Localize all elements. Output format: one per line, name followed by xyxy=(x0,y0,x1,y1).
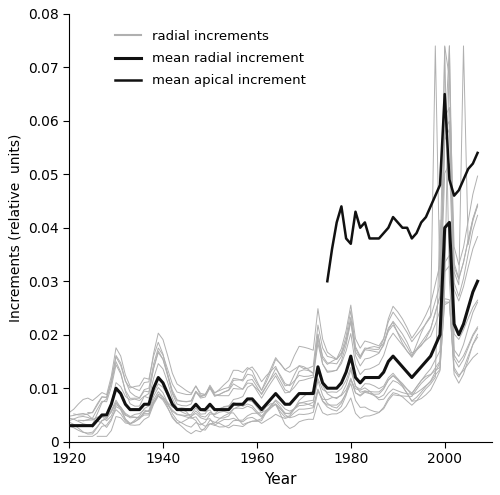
Y-axis label: Increments (relative  units): Increments (relative units) xyxy=(8,134,22,322)
Legend: radial increments, mean radial increment, mean apical increment: radial increments, mean radial increment… xyxy=(110,25,311,93)
X-axis label: Year: Year xyxy=(264,472,296,487)
